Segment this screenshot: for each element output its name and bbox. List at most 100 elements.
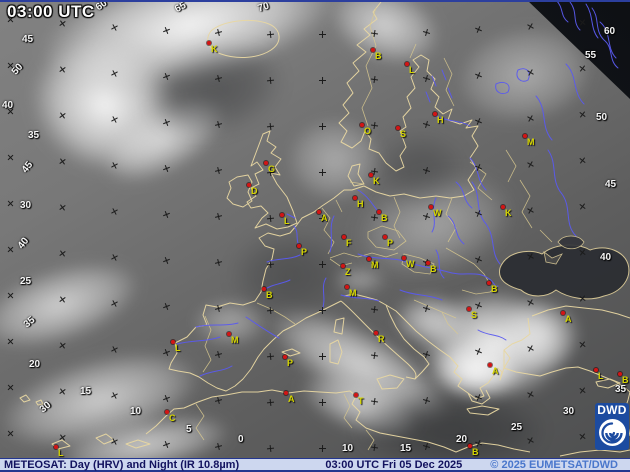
graticule-cross xyxy=(214,120,222,128)
station-label: S xyxy=(400,129,407,139)
graticule-cross xyxy=(110,69,120,79)
station-label: S xyxy=(471,310,478,320)
graticule-cross xyxy=(474,71,483,80)
station-dot xyxy=(317,210,321,214)
graticule-cross xyxy=(214,350,222,358)
graticule-cross xyxy=(578,294,588,304)
graticule-cross xyxy=(162,210,171,219)
graticule-cross xyxy=(267,307,275,315)
station-label: L xyxy=(409,65,415,75)
graticule-cross xyxy=(58,65,68,75)
graticule-cross xyxy=(319,261,326,268)
borders-layer xyxy=(195,7,553,451)
station-dot xyxy=(383,235,387,239)
graticule-cross xyxy=(58,203,68,213)
graticule-label: 25 xyxy=(511,422,523,433)
station-dot xyxy=(353,196,357,200)
graticule-cross xyxy=(162,164,171,173)
dwd-logo-text: DWD xyxy=(597,403,627,417)
graticule-cross xyxy=(58,295,68,305)
graticule-cross xyxy=(162,440,171,449)
graticule-label: 45 xyxy=(605,179,617,190)
graticule-label: 30 xyxy=(20,200,32,211)
graticule-cross xyxy=(422,120,431,129)
station-label: B xyxy=(266,290,273,300)
dwd-logo: DWD xyxy=(595,403,629,450)
graticule-cross xyxy=(319,169,326,176)
station-dot xyxy=(360,123,364,127)
datetime-label: 03:00 UTC Fri 05 Dec 2025 xyxy=(325,458,463,471)
station-label: P xyxy=(387,238,394,248)
graticule-cross xyxy=(214,212,222,220)
graticule-cross xyxy=(162,118,171,127)
graticule-cross xyxy=(578,432,588,442)
graticule-cross xyxy=(526,298,536,308)
graticule-label: 30 xyxy=(563,406,575,417)
annotation-overlay: 70 65 60 45 50 40 35 45 30 40 25 35 20 30 15 10 5 60 55 50 4… xyxy=(0,0,630,458)
station-label: B xyxy=(491,284,498,294)
graticule-cross xyxy=(578,248,588,258)
station-dot xyxy=(297,244,301,248)
copyright-label: © 2025 EUMETSAT/DWD xyxy=(490,458,618,471)
graticule-cross xyxy=(267,31,275,39)
top-border-line xyxy=(0,0,630,2)
graticule-cross xyxy=(267,353,275,361)
graticule-cross xyxy=(214,396,222,404)
graticule-cross xyxy=(214,442,222,450)
station-label: G xyxy=(268,164,276,174)
satellite-map: 70 65 60 45 50 40 35 45 30 40 25 35 20 30 15 10 5 60 55 50 4… xyxy=(0,0,630,458)
station-dot xyxy=(283,355,287,359)
graticule-cross xyxy=(578,156,588,166)
station-dot xyxy=(523,134,527,138)
station-label: D xyxy=(251,186,258,196)
graticule-label: 5 xyxy=(186,424,192,435)
graticule-cross xyxy=(371,352,379,360)
graticule-cross xyxy=(371,398,379,406)
station-dot xyxy=(280,213,284,217)
station-label: A xyxy=(565,314,572,324)
graticule-cross xyxy=(267,399,275,407)
station-label: A xyxy=(492,366,499,376)
station-dot xyxy=(354,393,358,397)
graticule-cross xyxy=(526,114,536,124)
station-dot xyxy=(488,363,492,367)
graticule-cross xyxy=(319,307,326,314)
graticule-cross xyxy=(162,72,171,81)
station-dot xyxy=(405,62,409,66)
station-label: M xyxy=(527,137,535,147)
graticule-cross xyxy=(162,348,171,357)
graticule-cross xyxy=(422,304,431,313)
graticule-cross xyxy=(214,166,222,174)
graticule-cross xyxy=(6,199,16,209)
station-dot xyxy=(433,112,437,116)
graticule-cross xyxy=(526,160,536,170)
station-dot xyxy=(467,307,471,311)
station-dot xyxy=(594,368,598,372)
station-dot xyxy=(371,48,375,52)
graticule-cross xyxy=(474,117,483,126)
graticule-cross xyxy=(110,345,120,355)
graticule-cross xyxy=(578,340,588,350)
station-dot xyxy=(429,205,433,209)
dwd-spiral-icon xyxy=(598,419,626,446)
graticule-cross xyxy=(319,77,326,84)
station-dot xyxy=(207,41,211,45)
graticule-cross xyxy=(110,299,120,309)
station-label: B xyxy=(622,375,629,385)
station-label: P xyxy=(301,247,308,257)
station-label: H xyxy=(437,115,444,125)
graticule-cross xyxy=(526,68,536,78)
graticule-cross xyxy=(371,76,379,84)
station-label: W xyxy=(433,208,442,218)
graticule-cross xyxy=(474,301,483,310)
graticule-label: 10 xyxy=(130,406,142,417)
graticule-label: 0 xyxy=(238,434,244,445)
graticule-cross xyxy=(110,391,120,401)
graticule-cross xyxy=(6,291,16,301)
graticule-cross xyxy=(162,394,171,403)
station-label: M xyxy=(371,260,379,270)
graticule-cross xyxy=(422,212,431,221)
station-dot xyxy=(618,372,622,376)
graticule-cross xyxy=(6,383,16,393)
